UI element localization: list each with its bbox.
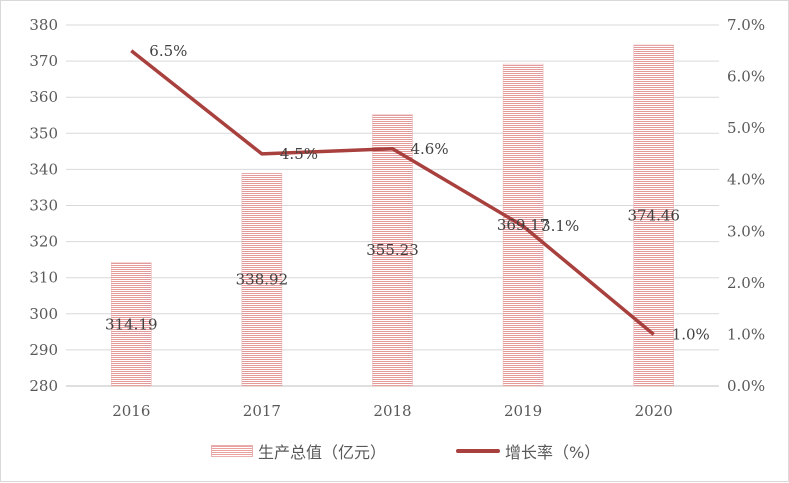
y-right-tick: 0.0% [727,377,765,395]
y-right-tick: 5.0% [727,119,765,137]
x-tick: 2019 [504,402,542,420]
legend-swatch-line [456,449,501,453]
x-tick: 2017 [243,402,281,420]
bar [633,44,674,387]
y-right-tick: 7.0% [727,16,765,34]
y-right-tick: 3.0% [727,222,765,240]
y-right-tick: 4.0% [727,171,765,189]
y-right-tick: 6.0% [727,68,765,86]
line-data-label: 6.5% [149,42,187,60]
y-left-tick: 290 [29,341,58,359]
line-data-label: 1.0% [672,325,710,343]
legend-label-bar: 生产总值（亿元） [258,443,387,462]
y-left-tick: 280 [29,377,58,395]
y-left-tick: 300 [29,305,58,323]
y-right-tick: 2.0% [727,274,765,292]
y-left-tick: 340 [29,160,58,178]
legend: 生产总值（亿元） 增长率（%） [211,439,600,463]
x-tick: 2016 [112,402,150,420]
y-left-tick: 350 [29,124,58,142]
y-right-tick: 1.0% [727,325,765,343]
y-left-tick: 310 [29,269,58,287]
x-tick: 2020 [635,402,673,420]
bar [372,114,413,387]
bar-data-label: 374.46 [627,206,680,224]
bar-data-label: 314.19 [105,315,158,333]
bar [111,262,152,387]
y-left-tick: 320 [29,233,58,251]
bar [241,173,283,387]
legend-swatch-bar [211,445,253,457]
y-left-tick: 380 [29,16,58,34]
y-left-tick: 360 [29,88,58,106]
line-data-label: 3.1% [541,217,579,235]
bar-data-label: 338.92 [236,271,289,289]
x-tick: 2018 [373,402,411,420]
legend-label-line: 增长率（%） [505,443,601,462]
bar-data-label: 369.17 [497,216,550,234]
line-data-label: 4.5% [280,145,318,163]
line-data-label: 4.6% [411,140,449,158]
y-left-tick: 370 [29,52,58,70]
growth-line [130,49,655,336]
y-left-tick: 330 [29,197,58,215]
bar-data-label: 355.23 [366,241,419,259]
